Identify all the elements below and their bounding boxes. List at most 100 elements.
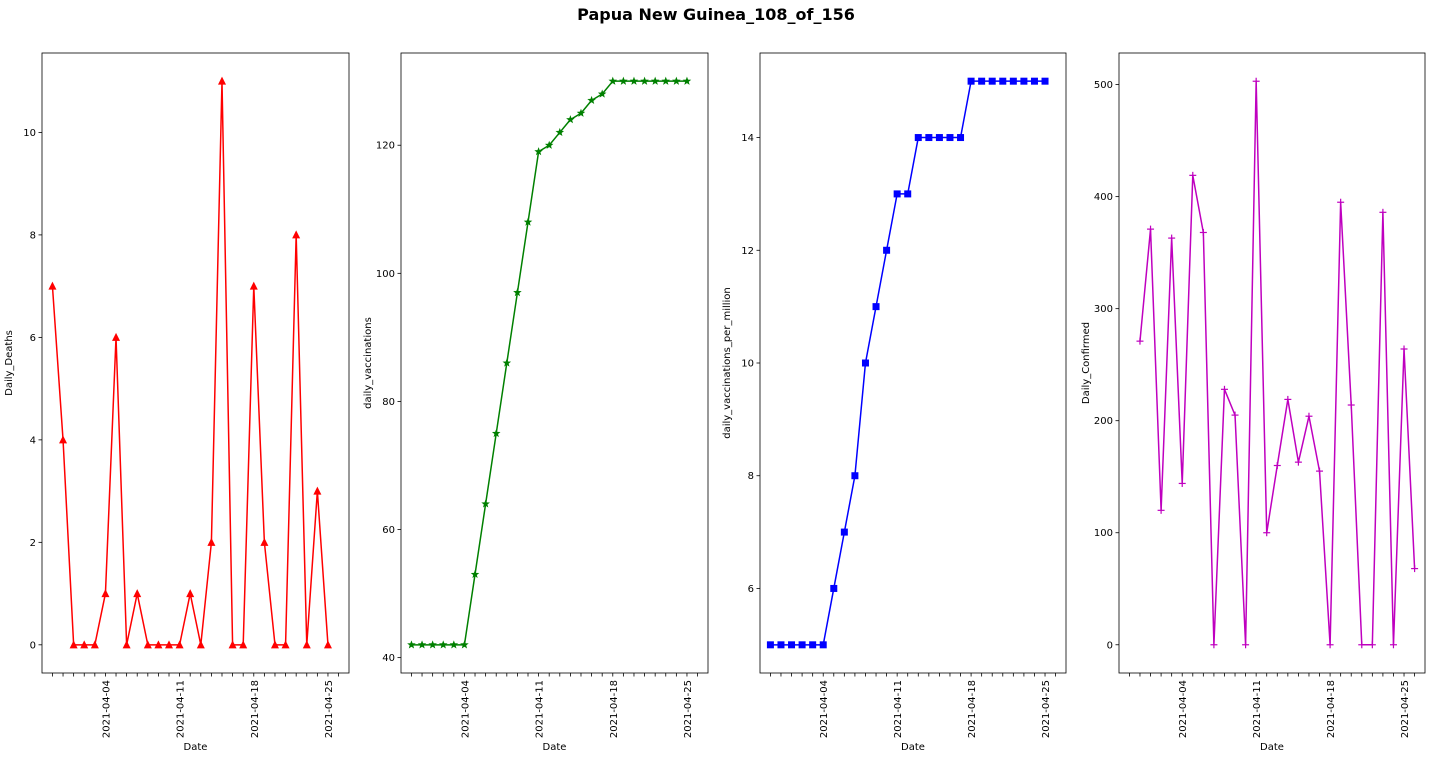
data-point [544,140,554,149]
data-point [661,76,671,85]
data-point [1389,641,1397,649]
data-point [154,640,163,649]
data-point [608,76,618,85]
data-point [672,76,681,85]
data-point [1294,458,1302,466]
data-point [270,640,279,649]
y-tick-label: 8 [30,230,36,241]
data-point [1168,234,1176,242]
data-point [893,190,901,198]
data-point [281,640,290,649]
data-point [1263,529,1271,537]
data-point [481,499,490,508]
y-tick-label: 6 [748,584,754,595]
axes-frame [41,52,350,674]
data-point [1411,565,1419,573]
x-axis-label: Date [1260,742,1284,753]
data-point [555,127,565,137]
data-point [766,641,774,649]
data-point [587,95,596,105]
x-tick-label: 2021-04-25 [683,680,694,738]
data-point [1189,171,1197,179]
data-point [90,640,99,649]
x-axis-label: Date [543,742,567,753]
data-point [449,640,459,649]
data-point [629,76,639,85]
y-tick-label: 500 [1094,80,1113,91]
data-point [1284,395,1292,403]
x-axis-label: Date [184,742,208,753]
data-point [946,134,954,142]
y-tick-label: 60 [382,525,395,536]
y-axis-label: Daily_Confirmed [1081,322,1092,404]
x-tick-label: 2021-04-18 [967,680,978,738]
data-point [122,640,131,649]
data-point [217,76,226,85]
data-point [809,641,817,649]
data-point [1326,641,1334,649]
data-point [112,332,121,341]
data-point [1347,401,1355,409]
panel-daily-vaccinations-per-million: 2021-04-04 2021-04-11 2021-04-18 2021-04-25… [722,52,1067,753]
x-tick-label: 2021-04-11 [176,680,187,738]
y-tick-label: 200 [1094,416,1113,427]
y-tick-label: 100 [376,269,395,280]
x-tick-label: 2021-04-04 [819,680,830,738]
data-point [777,641,785,649]
data-point [1220,385,1228,393]
data-point [1252,77,1260,85]
data-point [534,147,543,156]
data-point [1368,641,1376,649]
y-tick-label: 6 [30,333,36,344]
data-point [957,134,965,142]
data-point [819,641,827,649]
data-point [1242,641,1250,649]
data-point [1199,228,1207,236]
data-point [830,584,838,592]
data-point [186,589,195,598]
panel-daily-vaccinations: 2021-04-04 2021-04-11 2021-04-18 2021-04-25… [363,52,709,753]
data-point [914,134,922,142]
y-tick-label: 4 [30,435,36,446]
data-point [523,217,533,226]
data-point [978,77,986,85]
data-point [999,77,1007,85]
data-point [470,569,480,578]
data-point [207,537,216,546]
x-tick-label: 2021-04-18 [1326,680,1337,738]
data-point [619,76,628,85]
y-tick-label: 0 [1107,640,1113,651]
data-point [228,640,237,649]
data-point [502,358,512,367]
data-point [1178,479,1186,487]
x-tick-label: 2021-04-11 [1252,680,1263,738]
data-point [428,640,437,649]
axes-frame [400,52,709,674]
data-point [861,359,869,367]
x-tick-label: 2021-04-11 [535,680,546,738]
data-point [101,589,110,598]
y-tick-label: 0 [30,640,36,651]
y-tick-label: 120 [376,141,395,152]
data-point [1231,411,1239,419]
x-tick-label: 2021-04-04 [460,680,471,738]
data-point [1379,208,1387,216]
data-point [1157,506,1165,514]
y-axis-label: daily_vaccinations_per_million [722,287,733,439]
data-point [59,435,68,444]
data-point [143,640,152,649]
data-point [1136,337,1144,345]
data-point [1316,467,1324,475]
data-point [640,76,649,85]
data-point [249,281,258,290]
data-point [196,640,205,649]
data-point [438,640,448,649]
data-point [1210,641,1218,649]
data-point [788,641,796,649]
y-tick-label: 14 [741,133,754,144]
y-tick-label: 300 [1094,304,1113,315]
data-point [323,640,332,649]
y-tick-label: 10 [23,128,36,139]
y-axis-label: Daily_Deaths [4,330,15,396]
data-point [988,77,996,85]
